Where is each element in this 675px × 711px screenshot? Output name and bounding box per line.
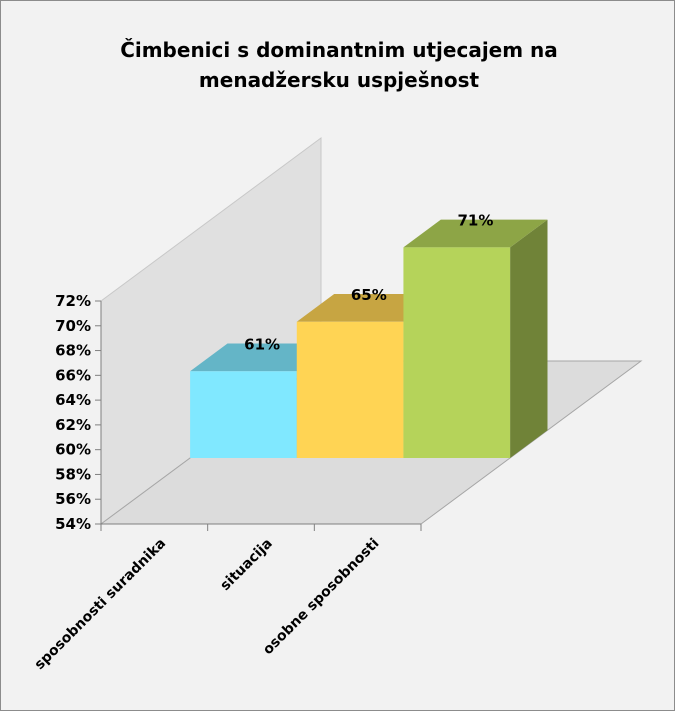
data-label: 71% — [458, 212, 494, 230]
y-tick-label: 54% — [55, 515, 91, 533]
x-tick-label: sposobnosti suradnika — [32, 536, 169, 673]
y-tick-label: 62% — [55, 416, 91, 434]
bar-side — [510, 219, 548, 458]
bar-front — [296, 321, 404, 458]
chart-title: Čimbenici s dominantnim utjecajem na men… — [120, 38, 558, 92]
data-label: 61% — [244, 335, 280, 353]
bar-front — [403, 247, 511, 458]
y-tick-label: 72% — [55, 292, 91, 310]
bar-front — [190, 371, 297, 458]
y-tick-label: 66% — [55, 366, 91, 384]
y-tick-label: 58% — [55, 465, 91, 483]
bar-top — [403, 219, 548, 248]
y-tick-label: 64% — [55, 391, 91, 409]
y-tick-label: 70% — [55, 317, 91, 335]
y-tick-label: 60% — [55, 441, 91, 459]
y-tick-label: 68% — [55, 342, 91, 360]
x-tick-label: osobne sposobnosti — [260, 536, 383, 659]
x-tick-label: situacija — [217, 536, 275, 594]
data-label: 65% — [351, 286, 387, 304]
y-tick-label: 56% — [55, 490, 91, 508]
